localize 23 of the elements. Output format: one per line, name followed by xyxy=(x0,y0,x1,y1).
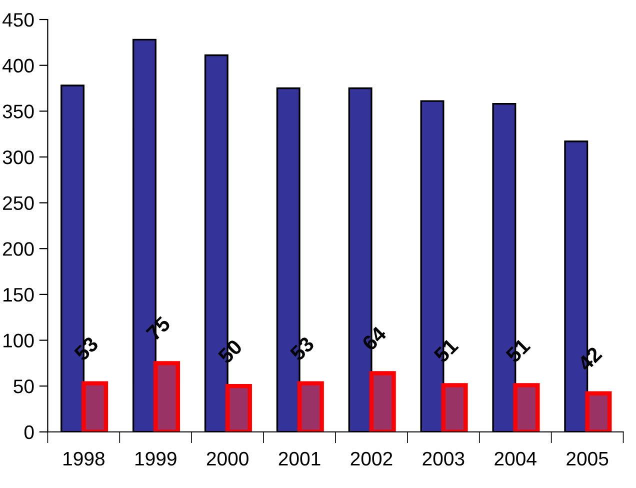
y-tick-label: 300 xyxy=(2,150,34,164)
y-tick-label: 150 xyxy=(4,288,34,302)
x-tick-label: 1998 xyxy=(64,452,104,466)
x-tick-label: 1999 xyxy=(135,452,176,466)
y-tick-label: 450 xyxy=(2,12,34,27)
y-tick-label: 100 xyxy=(4,334,34,348)
y-tick-label: 400 xyxy=(2,58,34,73)
x-tick-label: 2001 xyxy=(278,452,320,466)
data-label: 51 xyxy=(505,338,531,364)
x-tick-label: 2005 xyxy=(566,452,608,466)
data-label: 53 xyxy=(289,336,315,362)
data-label: 64 xyxy=(361,325,388,352)
x-tick-label: 2000 xyxy=(206,452,248,466)
y-tick-label: 50 xyxy=(14,380,34,394)
x-tick-label: 2002 xyxy=(350,452,392,466)
data-label: 50 xyxy=(217,338,243,364)
y-tick-label: 0 xyxy=(24,425,34,440)
data-label: 51 xyxy=(433,338,459,364)
y-tick-label: 250 xyxy=(3,196,34,210)
x-tick-label: 2004 xyxy=(494,452,536,466)
y-tick-label: 350 xyxy=(2,104,34,118)
x-tick-label: 2003 xyxy=(422,452,464,466)
y-tick-label: 200 xyxy=(3,242,34,256)
